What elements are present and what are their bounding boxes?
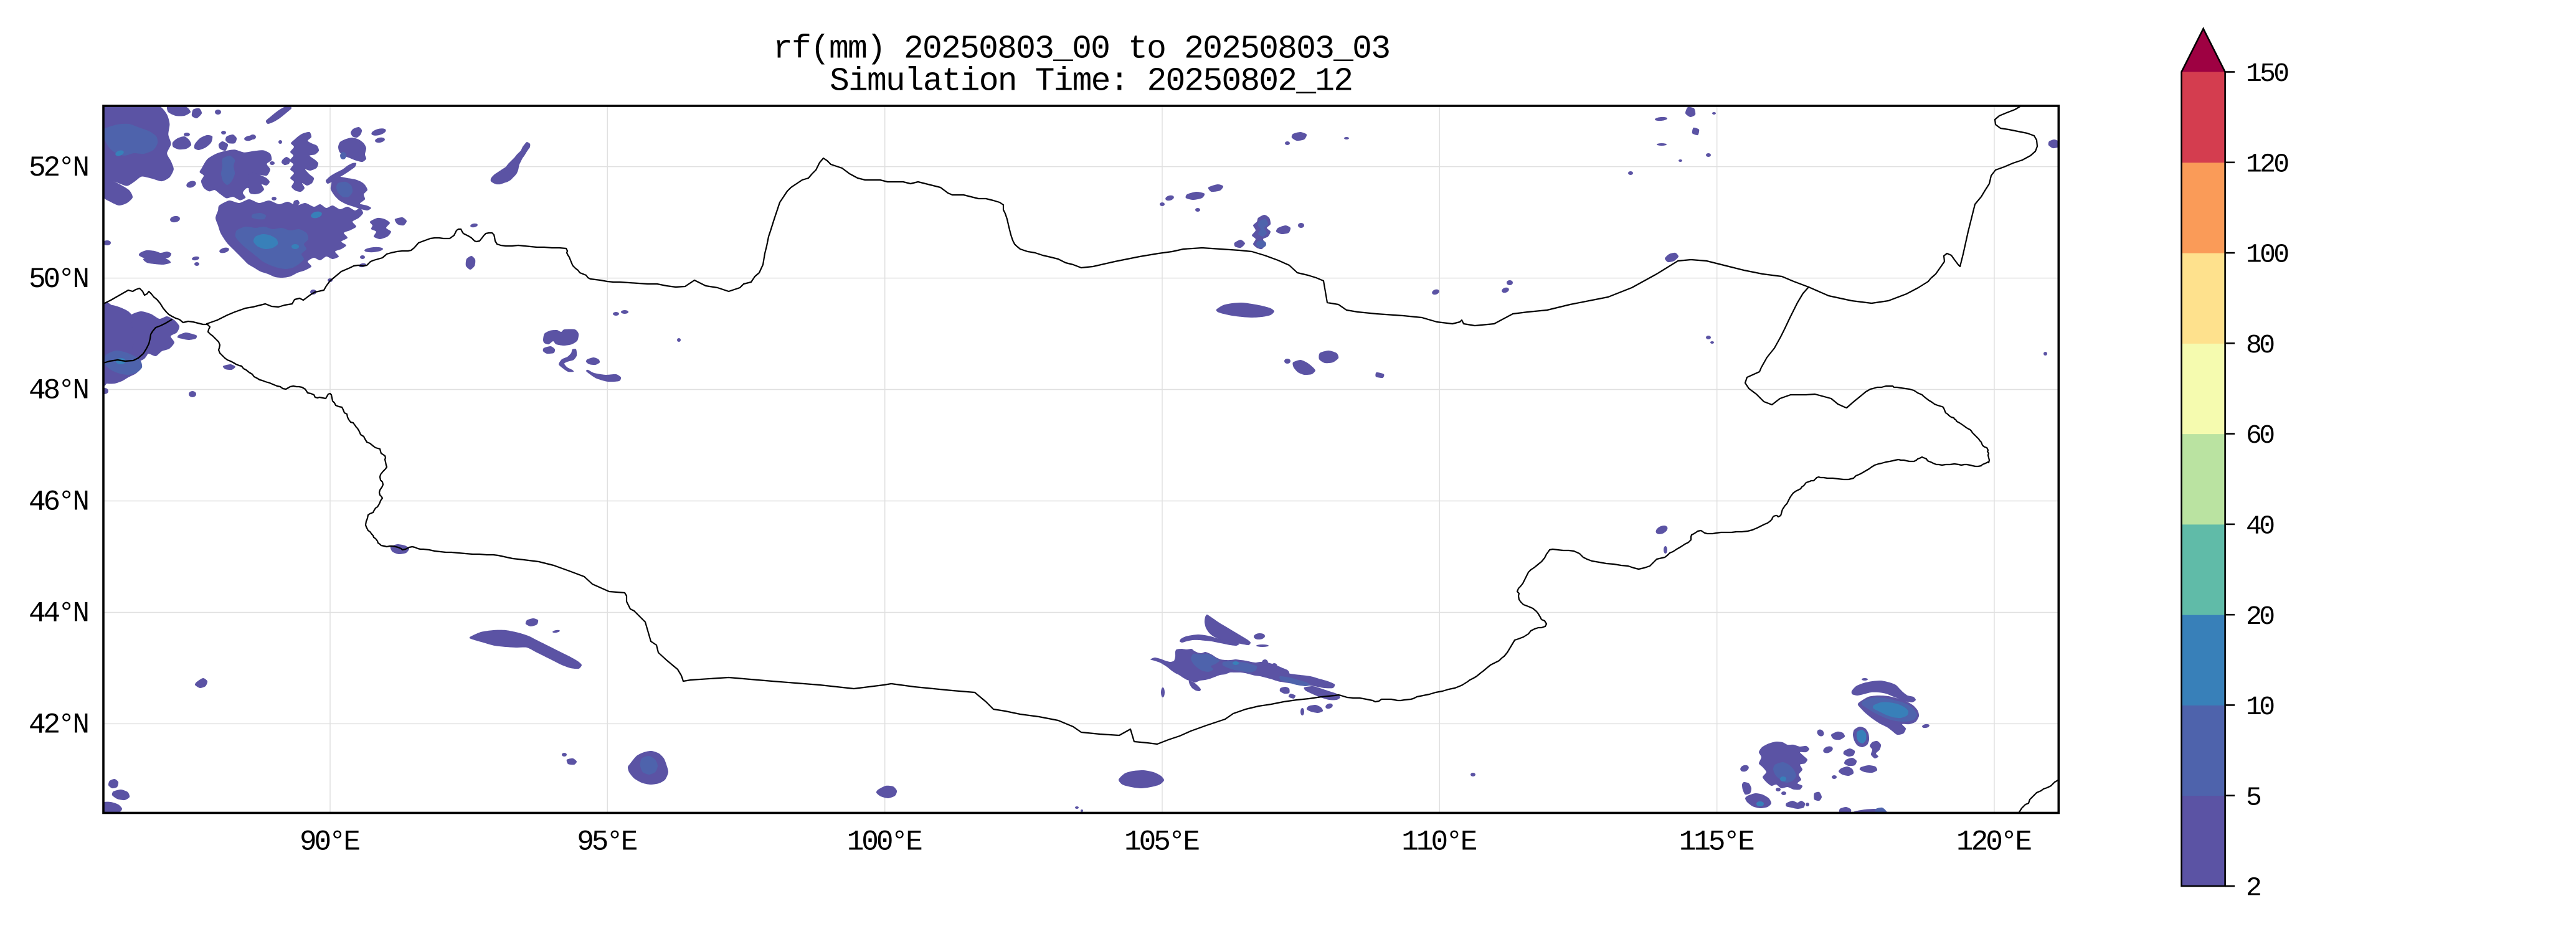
svg-text:115°E: 115°E — [1679, 826, 1755, 859]
svg-text:150: 150 — [2246, 59, 2290, 89]
svg-text:2: 2 — [2246, 873, 2262, 903]
svg-text:60: 60 — [2246, 420, 2275, 451]
svg-text:120: 120 — [2246, 149, 2290, 179]
svg-text:50°N: 50°N — [29, 263, 90, 296]
svg-text:Simulation Time: 20250802_12: Simulation Time: 20250802_12 — [830, 63, 1353, 100]
svg-text:44°N: 44°N — [29, 598, 90, 630]
svg-text:100: 100 — [2246, 240, 2290, 270]
svg-text:105°E: 105°E — [1124, 826, 1200, 859]
svg-text:42°N: 42°N — [29, 709, 90, 742]
svg-text:95°E: 95°E — [577, 826, 638, 859]
svg-text:40: 40 — [2246, 511, 2275, 542]
svg-text:5: 5 — [2246, 782, 2262, 813]
svg-text:48°N: 48°N — [29, 375, 90, 407]
svg-text:90°E: 90°E — [300, 826, 361, 859]
svg-text:10: 10 — [2246, 692, 2275, 722]
svg-text:52°N: 52°N — [29, 152, 90, 184]
svg-text:120°E: 120°E — [1956, 826, 2032, 859]
svg-text:46°N: 46°N — [29, 486, 90, 519]
svg-text:20: 20 — [2246, 601, 2275, 632]
svg-text:80: 80 — [2246, 330, 2275, 361]
svg-text:rf(mm) 20250803_00 to 20250803: rf(mm) 20250803_00 to 20250803_03 — [773, 31, 1391, 68]
svg-text:100°E: 100°E — [847, 826, 923, 859]
svg-text:110°E: 110°E — [1401, 826, 1477, 859]
